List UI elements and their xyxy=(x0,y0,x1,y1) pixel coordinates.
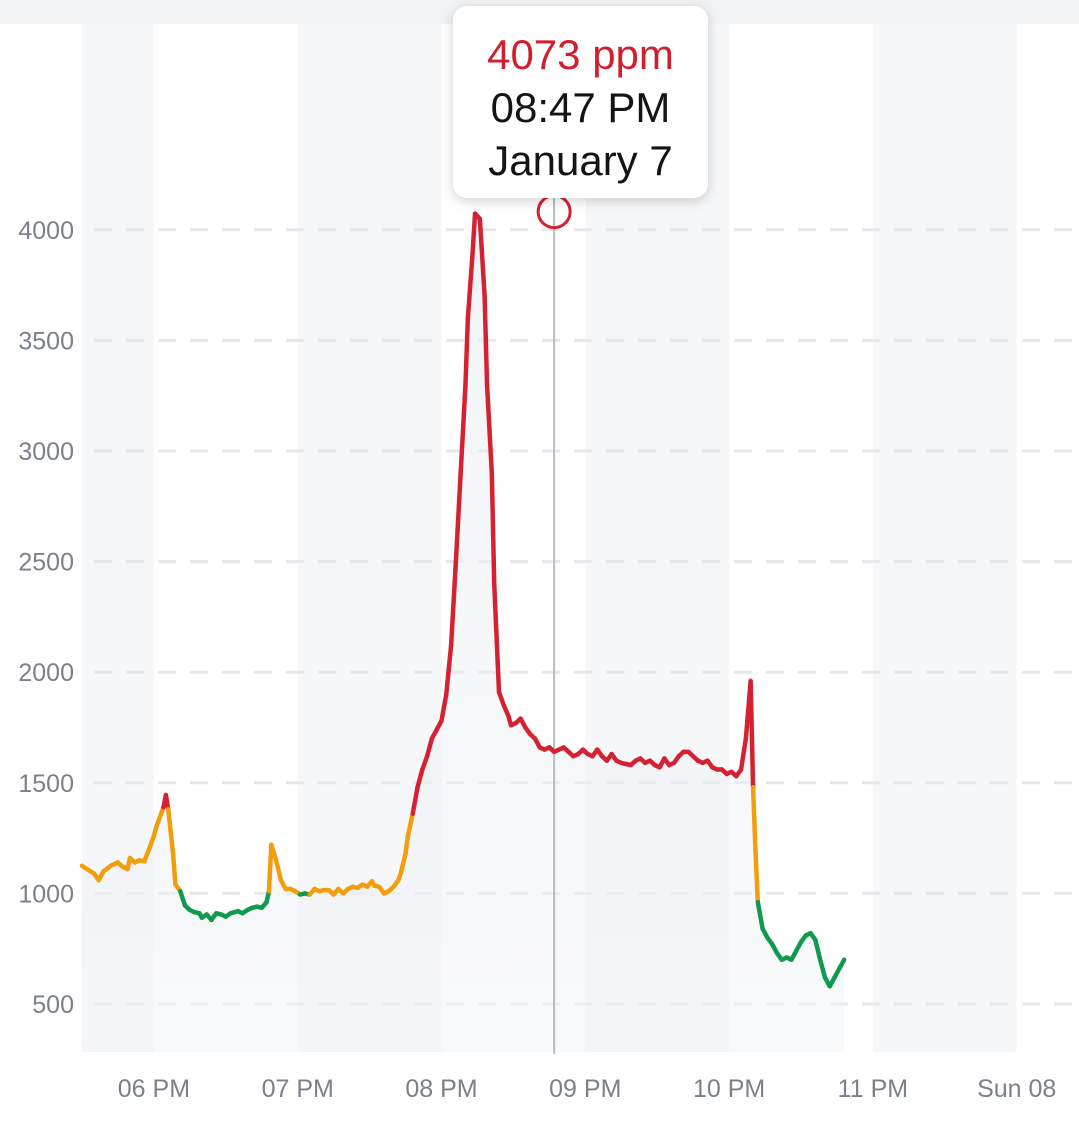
line-segment xyxy=(420,754,430,772)
line-segment xyxy=(755,899,765,932)
line-segment xyxy=(491,581,502,695)
co2-series-line[interactable] xyxy=(79,211,847,989)
y-tick-label: 4000 xyxy=(18,217,74,245)
x-tick-label: 10 PM xyxy=(693,1075,765,1103)
line-segment xyxy=(266,842,274,894)
y-tick-label: 3500 xyxy=(18,327,74,355)
line-segment xyxy=(269,842,279,863)
line-segment xyxy=(178,888,188,908)
y-tick-label: 1000 xyxy=(18,880,74,908)
y-tick-label: 2500 xyxy=(18,549,74,577)
x-tick-label: 07 PM xyxy=(262,1075,334,1103)
line-segment xyxy=(405,811,415,839)
tooltip-date: January 7 xyxy=(488,137,673,184)
x-axis: 06 PM 07 PM 08 PM 09 PM 10 PM 11 PM Sun 08 xyxy=(118,1075,1057,1103)
y-tick-label: 1500 xyxy=(18,770,74,798)
line-segment xyxy=(166,807,176,856)
x-tick-label: 06 PM xyxy=(118,1075,190,1103)
area-fill xyxy=(82,213,845,1052)
x-tick-label: 08 PM xyxy=(405,1075,477,1103)
line-segment xyxy=(813,937,823,963)
line-segment xyxy=(470,211,478,255)
line-segment xyxy=(489,470,497,586)
value-tooltip: 4073 ppm 08:47 PM January 7 xyxy=(453,6,708,198)
y-tick-label: 500 xyxy=(32,991,74,1019)
line-segment xyxy=(398,851,408,876)
tooltip-value: 4073 ppm xyxy=(487,31,674,78)
line-segment xyxy=(753,846,761,905)
line-segment xyxy=(439,692,449,724)
line-segment xyxy=(448,559,459,648)
line-segment xyxy=(458,382,468,476)
x-tick-label: Sun 08 xyxy=(977,1075,1056,1103)
line-segment xyxy=(463,316,471,387)
line-segment xyxy=(837,957,847,971)
line-segment xyxy=(477,216,487,299)
line-segment xyxy=(465,249,475,321)
line-segment xyxy=(415,767,425,790)
y-tick-label: 3000 xyxy=(18,438,74,466)
line-segment xyxy=(750,784,758,852)
line-segment xyxy=(154,811,164,830)
line-segment xyxy=(484,382,495,476)
line-segment xyxy=(738,736,749,772)
line-segment xyxy=(444,643,454,697)
x-tick-label: 11 PM xyxy=(838,1075,908,1103)
line-segment xyxy=(817,957,828,980)
tooltip-time: 08:47 PM xyxy=(490,84,671,131)
line-segment xyxy=(170,851,178,887)
line-segment xyxy=(403,833,411,856)
line-segment xyxy=(424,736,435,759)
line-segment xyxy=(163,792,171,812)
line-segment xyxy=(410,784,420,817)
line-segment xyxy=(273,857,284,883)
line-segment xyxy=(748,678,756,790)
x-tick-label: 09 PM xyxy=(549,1075,621,1103)
line-segment xyxy=(482,293,490,387)
line-segment xyxy=(453,470,463,564)
hour-band xyxy=(872,24,1017,1052)
y-axis: 500 1000 1500 2000 2500 3000 3500 4000 xyxy=(18,217,74,1019)
line-segment xyxy=(146,833,157,852)
y-tick-label: 2000 xyxy=(18,659,74,687)
line-segment xyxy=(496,689,507,708)
